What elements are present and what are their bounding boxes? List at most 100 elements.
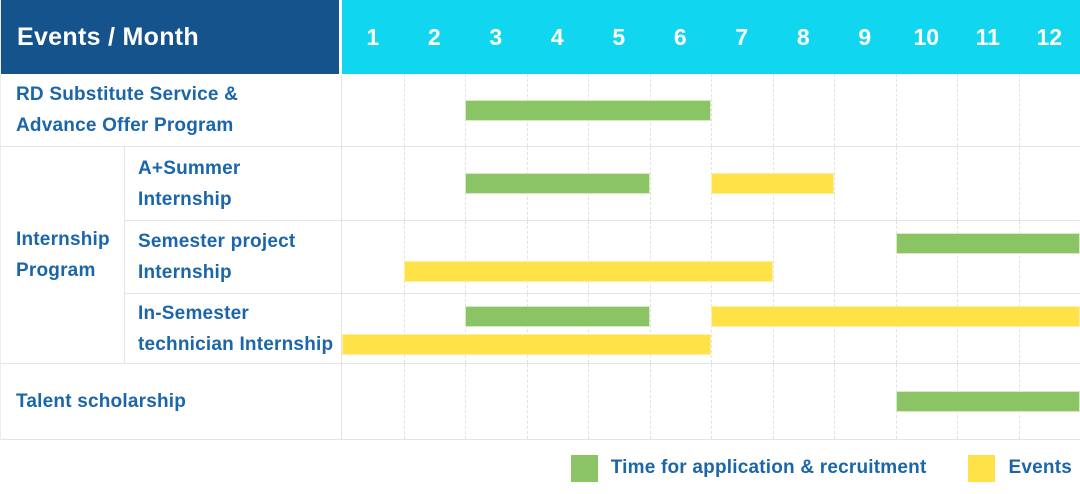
month-gridline [772, 74, 774, 146]
month-header-5: 5 [588, 0, 650, 74]
month-gridline [649, 221, 651, 293]
gantt-row-in-semester-technician-internship [342, 294, 1080, 364]
group-label-line: Internship [16, 229, 110, 250]
month-header-11: 11 [957, 0, 1019, 74]
month-gridline [403, 364, 405, 439]
month-gridline [895, 74, 897, 146]
month-gridline [649, 147, 651, 220]
row-label-line: Semester project [138, 231, 296, 252]
event-bar [403, 261, 773, 282]
gantt-row-semester-project-internship [342, 221, 1080, 294]
month-gridline [403, 221, 405, 293]
row-label-semester-project-internship: Semester project Internship [125, 221, 342, 294]
application-bar [465, 99, 711, 121]
month-header-6: 6 [650, 0, 712, 74]
month-gridline [834, 221, 835, 293]
month-label: 11 [975, 23, 1000, 50]
month-label: 12 [1036, 23, 1063, 50]
legend-item-events: Events [968, 454, 1072, 482]
month-gridline [772, 294, 774, 363]
row-label-rd-substitute: RD Substitute Service & Advance Offer Pr… [1, 74, 342, 147]
month-gridline [526, 364, 528, 439]
month-gridline [403, 74, 405, 146]
row-label-line: technician Internship [138, 333, 334, 355]
legend-label-application: Time for application & recruitment [610, 457, 927, 478]
month-gridline [1018, 147, 1020, 220]
month-gridline [895, 221, 897, 293]
gantt-row-rd-substitute [342, 74, 1080, 147]
month-gridline [711, 364, 712, 439]
month-gridline [465, 221, 466, 293]
row-label-line: Talent scholarship [16, 391, 187, 412]
month-gridline [1018, 294, 1020, 363]
month-header-3: 3 [465, 0, 527, 74]
month-gridline [526, 221, 528, 293]
application-bar [465, 306, 650, 327]
month-gridline [834, 364, 835, 439]
month-gridline [895, 147, 897, 220]
month-gridline [834, 74, 835, 146]
month-header-12: 12 [1019, 0, 1080, 74]
month-header-10: 10 [896, 0, 958, 74]
month-label: 8 [796, 23, 810, 50]
row-label-line: RD Substitute Service & [16, 84, 239, 105]
month-gridline [588, 221, 589, 293]
row-label-line: In-Semester [138, 302, 249, 324]
event-bar [342, 334, 711, 355]
row-label-line: A+Summer [138, 157, 241, 179]
header-title-cell: Events / Month [1, 0, 342, 74]
month-gridline [957, 74, 958, 146]
row-label-line: Internship [138, 188, 232, 210]
month-header-7: 7 [711, 0, 773, 74]
month-gridline [1018, 221, 1020, 293]
month-label: 5 [612, 23, 626, 50]
month-gridline [588, 364, 589, 439]
row-label-in-semester-technician-internship: In-Semester technician Internship [125, 294, 342, 364]
month-gridline [957, 221, 958, 293]
month-label: 3 [489, 23, 503, 50]
events-color-swatch [968, 454, 996, 482]
month-gridline [834, 294, 835, 363]
month-gridline [1018, 74, 1020, 146]
legend-label-events: Events [1008, 457, 1072, 478]
header-title: Events / Month [17, 22, 199, 51]
row-label-a-summer-internship: A+Summer Internship [125, 147, 342, 221]
gantt-row-talent-scholarship [342, 364, 1080, 440]
month-gridline [834, 147, 835, 220]
event-bar [711, 173, 834, 194]
application-bar [895, 233, 1080, 254]
month-gridline [772, 221, 774, 293]
month-header-9: 9 [834, 0, 896, 74]
month-gridline [957, 294, 958, 363]
month-header-row: 1 2 3 4 5 6 7 8 9 10 11 12 [342, 0, 1080, 74]
month-gridline [711, 221, 712, 293]
month-label: 7 [735, 23, 749, 50]
month-gridline [465, 364, 466, 439]
legend: Time for application & recruitment Event… [570, 452, 1072, 484]
event-bar [711, 306, 1080, 327]
month-gridline [711, 74, 712, 146]
row-label-line: Advance Offer Program [16, 115, 234, 136]
month-gridline [895, 294, 897, 363]
month-label: 6 [673, 23, 687, 50]
month-header-1: 1 [342, 0, 404, 74]
application-color-swatch [570, 454, 598, 482]
month-label: 4 [550, 23, 564, 50]
month-label: 1 [366, 23, 380, 50]
month-label: 10 [913, 23, 940, 50]
application-bar [895, 391, 1080, 412]
schedule-table: Events / Month 1 2 3 4 5 6 7 8 9 10 11 1… [0, 0, 1080, 440]
month-gridline [957, 147, 958, 220]
row-label-line: Internship [138, 262, 232, 283]
gantt-row-a-summer-internship [342, 147, 1080, 221]
legend-item-application: Time for application & recruitment [570, 454, 927, 482]
month-label: 9 [858, 23, 872, 50]
group-label-internship-program: Internship Program [1, 147, 125, 364]
month-gridline [711, 294, 712, 363]
application-bar [465, 173, 650, 194]
month-label: 2 [427, 23, 441, 50]
month-gridline [772, 364, 774, 439]
month-gridline [403, 147, 405, 220]
month-header-4: 4 [527, 0, 589, 74]
